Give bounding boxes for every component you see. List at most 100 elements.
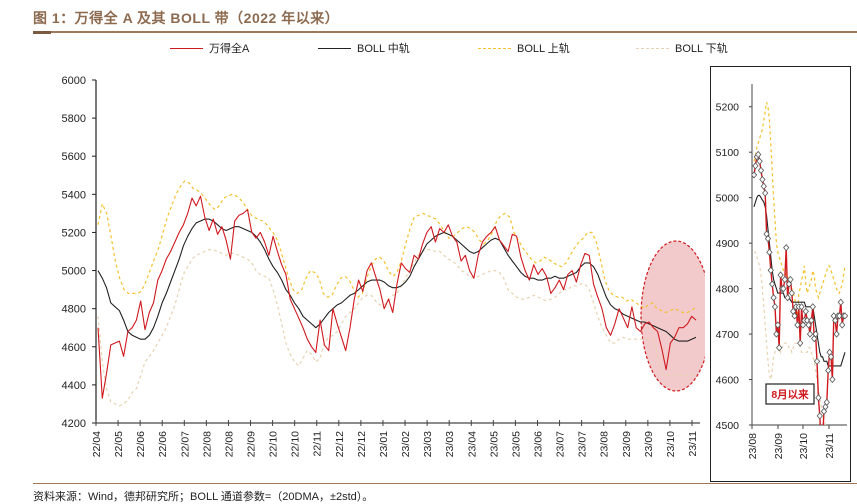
inset-y-tick-label: 4500 — [716, 420, 740, 432]
inset-price-marker — [841, 312, 849, 320]
inset-y-tick-label: 4700 — [716, 329, 740, 341]
x-tick-label: 23/07 — [577, 431, 589, 457]
x-tick-label: 22/06 — [157, 431, 169, 457]
inset-price-marker — [767, 266, 774, 275]
inset-price-marker — [773, 330, 780, 338]
y-tick-label: 4200 — [62, 418, 86, 430]
x-tick-label: 23/04 — [466, 431, 478, 457]
legend-label: 万得全A — [209, 43, 250, 55]
x-tick-label: 23/03 — [422, 431, 434, 457]
inset-price-marker — [794, 321, 801, 329]
x-tick-label: 22/04 — [91, 431, 103, 457]
legend-swatch-mid — [318, 47, 351, 49]
inset-price-marker — [829, 375, 836, 384]
x-tick-label: 22/11 — [312, 431, 324, 457]
x-tick-label: 22/05 — [113, 431, 125, 457]
inset-price-marker — [762, 189, 769, 197]
inset-price-marker — [771, 303, 779, 311]
x-tick-label: 23/02 — [400, 431, 412, 457]
inset-price-marker — [770, 294, 777, 302]
legend-item-price: 万得全A — [170, 40, 249, 56]
series-line-upper — [97, 180, 697, 314]
inset-price-marker — [798, 303, 805, 311]
inset-price-marker — [809, 303, 816, 311]
inset-price-marker — [805, 321, 812, 329]
legend-label: BOLL 下轨 — [675, 43, 728, 55]
y-tick-label: 5600 — [62, 151, 86, 163]
y-tick-label: 5000 — [62, 266, 86, 278]
x-tick-label: 22/12 — [334, 431, 346, 457]
inset-price-marker — [832, 316, 839, 325]
x-tick-label: 22/08 — [223, 431, 235, 457]
inset-price-marker — [755, 150, 762, 159]
title-divider — [33, 31, 857, 33]
x-tick-label: 23/09 — [643, 431, 655, 457]
inset-price-marker — [815, 394, 822, 402]
series-line-mid — [97, 218, 697, 342]
legend-item-lower: BOLL 下轨 — [636, 40, 728, 56]
x-tick-label: 23/08 — [599, 431, 611, 457]
inset-annotation-box — [765, 383, 815, 405]
inset-price-marker — [756, 157, 763, 165]
inset-price-marker — [784, 294, 791, 302]
x-tick-label: 23/05 — [488, 431, 500, 457]
figure-title: 图 1：万得全 A 及其 BOLL 带（2022 年以来） — [33, 10, 340, 26]
x-tick-label: 23/06 — [532, 431, 544, 457]
y-tick-label: 5400 — [62, 189, 86, 201]
y-tick-label: 4400 — [62, 380, 86, 392]
inset-price-marker — [781, 275, 788, 284]
inset-price-marker — [797, 339, 804, 347]
inset-y-tick-label: 5200 — [716, 102, 740, 114]
inset-y-tick-label: 4600 — [716, 375, 740, 387]
inset-price-marker — [813, 357, 821, 365]
y-tick-label: 5200 — [62, 227, 86, 239]
x-tick-label: 23/03 — [444, 431, 456, 457]
y-tick-label: 4600 — [62, 342, 86, 354]
inset-chart: 4500 4600 4700 4800 4900 5000 5100 5200 23/08 23/… — [716, 84, 849, 459]
x-tick-label: 23/05 — [510, 431, 522, 457]
y-tick-label: 4800 — [62, 304, 86, 316]
x-tick-label: 22/10 — [290, 431, 302, 457]
y-tick-label: 6000 — [62, 75, 86, 87]
inset-price-marker — [825, 366, 832, 375]
x-tick-label: 23/10 — [665, 431, 677, 457]
inset-x-tick-label: 23/10 — [798, 433, 810, 459]
inset-price-marker — [837, 298, 844, 306]
inset-y-tick-label: 4800 — [716, 284, 740, 296]
inset-price-marker — [783, 244, 790, 252]
inset-x-tick-label: 23/09 — [773, 433, 785, 459]
title-divider-accent — [33, 31, 51, 34]
inset-price-marker — [777, 271, 784, 279]
source-divider — [33, 483, 857, 484]
inset-series-line-upper — [753, 102, 846, 316]
legend-item-mid: BOLL 中轨 — [318, 40, 410, 56]
inset-price-marker — [836, 312, 843, 320]
y-tick-label: 5800 — [62, 113, 86, 125]
x-tick-label: 22/10 — [268, 431, 280, 457]
inset-y-tick-label: 4900 — [716, 238, 740, 250]
inset-price-marker — [764, 234, 772, 243]
series-line-lower — [97, 249, 696, 407]
inset-price-marker — [780, 284, 787, 293]
inset-price-marker — [760, 182, 767, 190]
x-tick-label: 22/07 — [179, 431, 191, 457]
inset-price-marker — [776, 344, 783, 352]
x-tick-label: 22/09 — [246, 431, 258, 457]
legend-item-upper: BOLL 上轨 — [478, 40, 570, 56]
legend-label: BOLL 上轨 — [517, 43, 570, 55]
inset-price-marker — [823, 398, 830, 406]
x-tick-label: 23/11 — [687, 431, 699, 457]
x-tick-label: 22/08 — [201, 431, 213, 457]
series-line-price — [97, 195, 697, 399]
inset-price-marker — [802, 307, 809, 315]
inset-price-marker — [788, 289, 795, 297]
inset-price-marker — [808, 316, 815, 325]
inset-x-tick-label: 23/11 — [824, 433, 836, 459]
main-chart: 4200 4400 4600 4800 5000 5200 5400 5600 5800 6000… — [62, 75, 705, 457]
x-tick-label: 22/12 — [356, 431, 368, 457]
source-note: 资料来源：Wind，德邦研究所；BOLL 通道参数=（20DMA，±2std）。 — [33, 491, 374, 503]
inset-price-marker — [839, 321, 846, 329]
inset-y-tick-label: 5100 — [716, 147, 740, 159]
inset-plot-area — [752, 102, 849, 425]
inset-y-tick-label: 5000 — [716, 193, 740, 205]
